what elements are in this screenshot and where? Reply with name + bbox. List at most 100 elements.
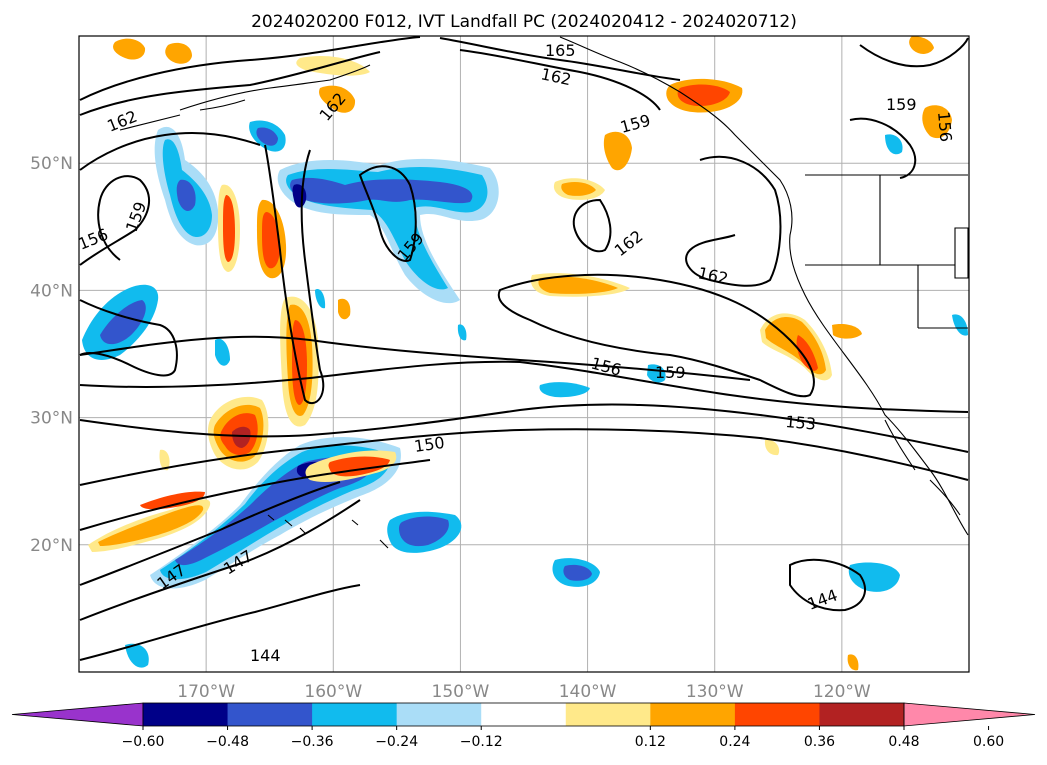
- contour-line: [79, 584, 361, 661]
- contour-line: [79, 360, 969, 413]
- colorbar-band: [312, 703, 398, 726]
- contour-line: [859, 37, 969, 68]
- positive-patch-top-right: [909, 36, 934, 54]
- positive-dot-b: [159, 449, 170, 471]
- positive-patch-top-left: [113, 38, 146, 60]
- positive-patch-top-left-2: [165, 42, 192, 64]
- us-state-lines: [805, 175, 969, 329]
- colorbar-tick-label: −0.12: [460, 734, 503, 750]
- negative-patch-north-central-core: [290, 177, 473, 204]
- longitude-tick-label: 130°W: [686, 682, 744, 702]
- positive-strip-b-core: [262, 212, 280, 269]
- contour-label: 159: [655, 363, 686, 382]
- positive-patch-canada-east: [922, 105, 952, 139]
- latitude-tick-label: 50°N: [30, 154, 73, 174]
- contour-line: [79, 36, 421, 101]
- longitude-tick-label: 170°W: [177, 682, 235, 702]
- negative-dot-d: [457, 324, 467, 341]
- negative-dot-e: [315, 289, 326, 309]
- contour-line: [79, 499, 361, 621]
- contour-line: [789, 558, 866, 612]
- positive-dot-d: [847, 654, 859, 671]
- ivt-contours: [79, 36, 969, 661]
- positive-dot-c: [764, 439, 780, 456]
- negative-band-diagonal-core: [175, 457, 375, 566]
- positive-patch-alaska: [319, 85, 356, 113]
- positive-strip-c-core: [292, 320, 307, 405]
- latitude-tick-label: 20°N: [30, 536, 73, 556]
- colorbar: −0.60 −0.48 −0.36 −0.24 −0.12 0.12 0.24 0.36 0.4…: [11, 702, 1036, 750]
- negative-patch-south-core: [563, 564, 592, 581]
- positive-patch-landfall-core: [796, 335, 818, 371]
- alaska-coastline: [179, 64, 371, 111]
- colorbar-band: [734, 703, 820, 726]
- colorbar-extend-max: [903, 702, 1036, 727]
- negative-dot-c: [952, 314, 968, 336]
- colorbar-band: [650, 703, 736, 726]
- contour-line: [459, 49, 661, 111]
- contour-label: 153: [785, 412, 817, 434]
- negative-patch-alaska-core: [256, 127, 278, 146]
- colorbar-tick-label: −0.48: [206, 734, 249, 750]
- negative-dot-b: [885, 134, 903, 155]
- negative-patch-northwest-core: [176, 179, 196, 212]
- longitude-tick-label: 140°W: [559, 682, 617, 702]
- aleutian-islands: [119, 99, 246, 131]
- map-border: [78, 35, 970, 673]
- positive-dot-e: [832, 324, 862, 339]
- positive-patch-40n-core: [538, 276, 618, 294]
- contour-line: [79, 428, 969, 486]
- negative-patch-west-core: [100, 300, 146, 345]
- longitude-tick-label: 160°W: [304, 682, 362, 702]
- contour-line: [79, 335, 751, 381]
- colorbar-tick-label: 0.24: [719, 734, 750, 750]
- latitude-tick-label: 30°N: [30, 409, 73, 429]
- positive-patch-30n-deep: [232, 426, 251, 448]
- contour-line: [849, 117, 917, 179]
- contour-line: [358, 165, 417, 262]
- map-background: [79, 36, 969, 672]
- colorbar-tick-label: −0.24: [375, 734, 418, 750]
- latitude-tick-label: 40°N: [30, 281, 73, 301]
- contour-line: [439, 37, 681, 81]
- contour-line: [79, 459, 431, 531]
- positive-dot-a: [338, 298, 351, 320]
- colorbar-tick-label: 0.48: [888, 734, 919, 750]
- contour-line: [79, 403, 969, 453]
- longitude-labels: 170°W 160°W 150°W 140°W 130°W 120°W: [177, 682, 871, 702]
- contour-label: 156: [934, 111, 956, 143]
- negative-patch-south-central-core: [398, 516, 449, 547]
- north-american-coastline: [559, 36, 969, 536]
- colorbar-band: [565, 703, 651, 726]
- negative-dot-a: [215, 338, 230, 366]
- latitude-labels: 20°N 30°N 40°N 50°N: [30, 154, 73, 556]
- baja-coastline: [884, 419, 961, 516]
- positive-patch-north-east: [603, 131, 632, 171]
- negative-patch-southeast: [848, 562, 900, 592]
- positive-band-sw-deep: [140, 491, 205, 510]
- positive-patch-north-strip: [296, 55, 370, 76]
- colorbar-tick-label: 0.60: [973, 734, 1004, 750]
- colorbar-tick-label: −0.60: [122, 734, 165, 750]
- positive-strip-a-core: [223, 195, 235, 262]
- contour-line: [79, 299, 178, 377]
- contour-line: [79, 481, 341, 586]
- contour-label: 165: [545, 41, 576, 60]
- map-title: 2024020200 F012, IVT Landfall PC (202402…: [251, 12, 797, 32]
- longitude-tick-label: 120°W: [813, 682, 871, 702]
- contour-line: [497, 273, 815, 398]
- colorbar-band: [396, 703, 482, 726]
- negative-patch-mid-east: [647, 364, 666, 383]
- longitude-tick-label: 150°W: [432, 682, 490, 702]
- ivt-shading: [82, 36, 968, 671]
- colorbar-band: [143, 703, 229, 726]
- contour-line: [685, 155, 782, 287]
- colorbar-tick-label: 0.12: [635, 734, 666, 750]
- colorbar-tick-label: 0.36: [804, 734, 835, 750]
- colorbar-tick-label: −0.36: [291, 734, 334, 750]
- colorbar-extend-min: [11, 702, 144, 727]
- coastlines: [119, 36, 969, 549]
- contour-line: [79, 175, 150, 266]
- contour-line: [264, 144, 325, 405]
